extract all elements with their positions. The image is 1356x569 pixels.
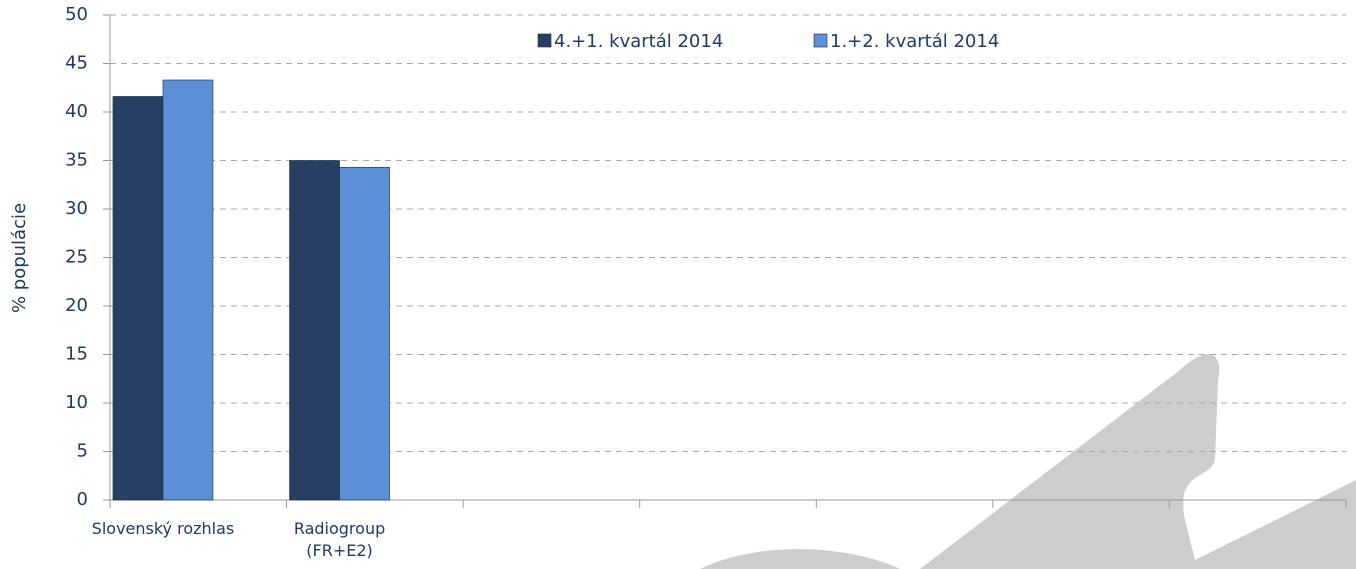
y-tick-label: 40 bbox=[65, 101, 88, 122]
y-tick-label: 10 bbox=[65, 392, 88, 413]
x-tick-label: Radiogroup (FR+E2) bbox=[293, 519, 386, 560]
y-tick-label: 0 bbox=[77, 489, 88, 510]
x-tick-label: Slovenský rozhlas bbox=[91, 519, 235, 538]
y-tick-label: 5 bbox=[77, 441, 88, 462]
y-tick-label: 35 bbox=[65, 150, 88, 171]
y-tick-label: 50 bbox=[65, 4, 88, 25]
legend-label: 1.+2. kvartál 2014 bbox=[830, 31, 999, 52]
y-tick-label: 45 bbox=[65, 53, 88, 74]
y-tick-label: 15 bbox=[65, 344, 88, 365]
y-tick-label: 30 bbox=[65, 198, 88, 219]
bar bbox=[162, 79, 214, 501]
bar bbox=[339, 166, 390, 501]
watermark bbox=[700, 354, 1356, 569]
legend-label: 4.+1. kvartál 2014 bbox=[554, 31, 723, 52]
y-tick-label: 25 bbox=[65, 247, 88, 268]
y-tick-label: 20 bbox=[65, 295, 88, 316]
bar bbox=[289, 160, 340, 501]
legend-swatch bbox=[537, 33, 552, 48]
legend-swatch bbox=[813, 33, 828, 48]
y-axis-label: % populácie bbox=[9, 203, 30, 313]
bar bbox=[112, 96, 164, 501]
